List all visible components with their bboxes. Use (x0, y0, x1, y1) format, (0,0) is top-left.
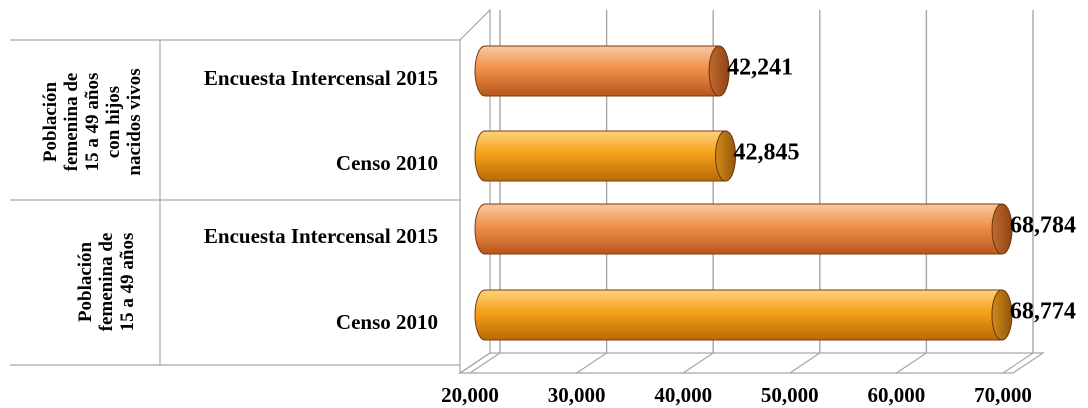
group-labels: Poblaciónfemenina de15 a 49 añoscon hijo… (40, 68, 145, 331)
floor-tick-1 (576, 352, 607, 374)
floor-tick-4 (896, 352, 927, 374)
x-tick-label-5: 70,000 (974, 383, 1032, 407)
x-tick-label-4: 60,000 (868, 383, 926, 407)
category-labels: Encuesta Intercensal 2015 Censo 2010 Encue… (204, 66, 438, 334)
floor (458, 352, 1045, 374)
bar-cap-1 (715, 130, 737, 182)
bar-cap-3 (991, 289, 1013, 341)
floor-tick-3 (789, 352, 821, 374)
value-label-0: 42,241 (727, 55, 793, 81)
category-label-2: Encuesta Intercensal 2015 (204, 224, 438, 248)
value-label-1: 42,845 (734, 140, 800, 166)
group-label-1: Poblaciónfemenina de15 a 49 años (75, 233, 138, 332)
bar-body-0 (474, 45, 720, 97)
category-label-0: Encuesta Intercensal 2015 (204, 66, 438, 90)
category-label-3: Censo 2010 (336, 310, 438, 334)
bar-body-1 (474, 130, 727, 182)
x-tick-labels: 20,000 30,000 40,000 50,000 60,000 70,000 (441, 383, 1032, 407)
floor-tick-0 (469, 352, 501, 374)
plot-frame (10, 8, 1045, 375)
bar-2 (474, 203, 1013, 255)
bar-body-2 (474, 203, 1003, 255)
group-label-0: Poblaciónfemenina de15 a 49 añoscon hijo… (40, 68, 145, 175)
bar-0 (474, 45, 730, 97)
x-tick-label-1: 30,000 (548, 383, 606, 407)
category-label-1: Censo 2010 (336, 151, 438, 175)
value-labels: 42,241 42,845 68,784 68,774 (727, 55, 1076, 325)
bars (474, 45, 1013, 341)
floor-tick-2 (682, 352, 714, 374)
value-label-3: 68,774 (1010, 299, 1076, 325)
bar-cap-2 (991, 203, 1013, 255)
x-tick-label-2: 40,000 (654, 383, 712, 407)
bar-body-3 (474, 289, 1003, 341)
x-tick-label-3: 50,000 (761, 383, 819, 407)
bar-cap-0 (708, 45, 730, 97)
x-tick-label-0: 20,000 (441, 383, 499, 407)
floor-tick-5 (1002, 352, 1034, 374)
value-label-2: 68,784 (1010, 213, 1076, 239)
bar-3 (474, 289, 1013, 341)
bar-1 (474, 130, 737, 182)
